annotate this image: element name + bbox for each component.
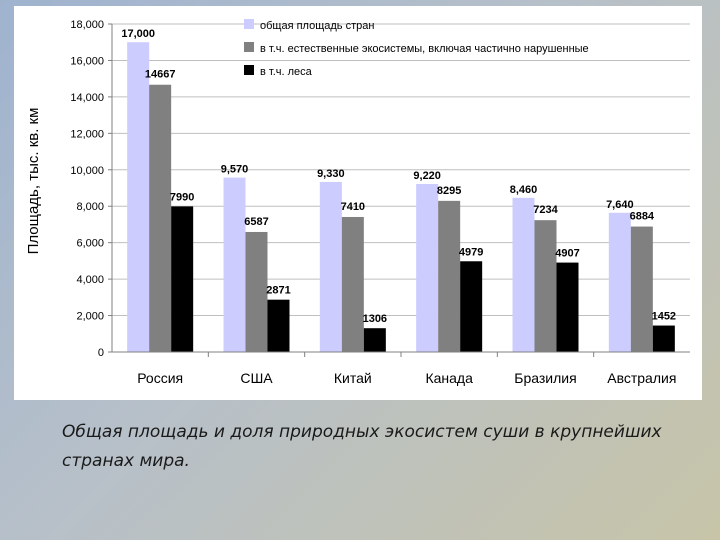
data-label: 1452 xyxy=(652,311,676,323)
legend: общая площадь стран в т.ч. естественные э… xyxy=(244,19,589,78)
x-tick-label: США xyxy=(240,370,273,386)
bar xyxy=(416,183,439,352)
data-label: 7990 xyxy=(170,191,194,203)
y-tick-label: 12,000 xyxy=(70,128,104,140)
data-label: 9,330 xyxy=(317,168,345,180)
x-tick-label: Россия xyxy=(137,370,183,386)
legend-label: в т.ч. леса xyxy=(260,66,313,78)
y-tick-label: 16,000 xyxy=(70,55,104,67)
y-tick-label: 6,000 xyxy=(76,238,104,250)
y-axis-label: Площадь, тыс. кв. км xyxy=(25,108,42,255)
y-tick-label: 14,000 xyxy=(70,92,104,104)
data-labels: 17,000 14667 7990 9,570 6587 2871 9,330 7410 130… xyxy=(121,28,676,325)
data-label: 2871 xyxy=(266,285,290,297)
data-label: 7,640 xyxy=(606,199,634,211)
data-label: 8,460 xyxy=(510,184,538,196)
data-label: 6884 xyxy=(630,211,655,223)
legend-label: общая площадь стран xyxy=(260,20,374,32)
y-tick-label: 18,000 xyxy=(70,19,104,31)
data-label: 4979 xyxy=(459,246,483,258)
bar xyxy=(438,200,461,352)
data-label: 7410 xyxy=(341,201,365,213)
axes: 0 2,000 4,000 6,000 8,000 10,000 12,000 14,000 1… xyxy=(70,19,690,386)
data-label: 9,570 xyxy=(221,164,249,176)
bar xyxy=(630,226,653,352)
y-tick-label: 4,000 xyxy=(76,274,104,286)
chart-caption: Общая площадь и доля природных экосистем… xyxy=(62,422,662,471)
bar xyxy=(319,181,342,352)
data-label: 9,220 xyxy=(413,170,441,182)
bar xyxy=(652,325,675,352)
data-label: 1306 xyxy=(363,313,387,325)
data-label: 14667 xyxy=(145,69,176,81)
bar xyxy=(556,262,579,352)
x-tick-label: Бразилия xyxy=(514,370,576,386)
bar xyxy=(608,212,631,352)
gridlines xyxy=(112,23,690,353)
bar xyxy=(171,206,194,352)
legend-swatch xyxy=(244,19,254,29)
bar xyxy=(341,216,364,352)
data-label: 8295 xyxy=(437,185,461,197)
bar-chart: 0 2,000 4,000 6,000 8,000 10,000 12,000 14,000 1… xyxy=(25,19,690,386)
bar xyxy=(245,231,268,352)
bar xyxy=(534,220,557,352)
x-tick-label: Австралия xyxy=(607,370,676,386)
bar xyxy=(267,299,290,352)
bar xyxy=(127,42,150,352)
legend-label: в т.ч. естественные экосистемы, включая … xyxy=(260,43,589,55)
data-label: 6587 xyxy=(244,216,268,228)
data-label: 4907 xyxy=(555,248,579,260)
data-label: 7234 xyxy=(533,204,558,216)
x-tick-label: Канада xyxy=(425,370,473,386)
bar xyxy=(149,84,172,352)
y-tick-label: 0 xyxy=(98,347,104,359)
bars xyxy=(127,42,675,352)
y-tick-label: 8,000 xyxy=(76,201,104,213)
y-tick-label: 10,000 xyxy=(70,165,104,177)
bar xyxy=(223,177,246,352)
legend-swatch xyxy=(244,42,254,52)
data-label: 17,000 xyxy=(121,28,155,40)
y-tick-label: 2,000 xyxy=(76,311,104,323)
bar xyxy=(512,197,535,352)
legend-swatch xyxy=(244,65,254,75)
chart-panel: 0 2,000 4,000 6,000 8,000 10,000 12,000 14,000 1… xyxy=(14,6,702,400)
x-tick-label: Китай xyxy=(334,370,372,386)
bar xyxy=(363,328,386,352)
bar xyxy=(460,261,483,352)
